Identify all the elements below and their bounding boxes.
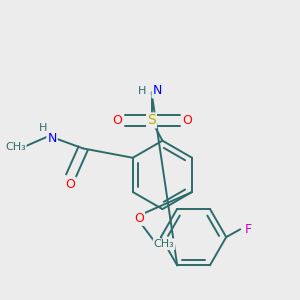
Text: O: O <box>112 114 122 127</box>
Text: O: O <box>134 212 144 225</box>
Text: F: F <box>244 223 251 236</box>
Text: O: O <box>182 114 192 127</box>
Text: H: H <box>39 123 47 133</box>
Text: N: N <box>47 132 57 145</box>
Text: N: N <box>152 84 162 98</box>
Text: H: H <box>138 86 146 96</box>
Text: S: S <box>147 113 156 128</box>
Text: CH₃: CH₃ <box>5 142 26 152</box>
Text: CH₃: CH₃ <box>154 239 174 249</box>
Text: O: O <box>66 178 76 191</box>
